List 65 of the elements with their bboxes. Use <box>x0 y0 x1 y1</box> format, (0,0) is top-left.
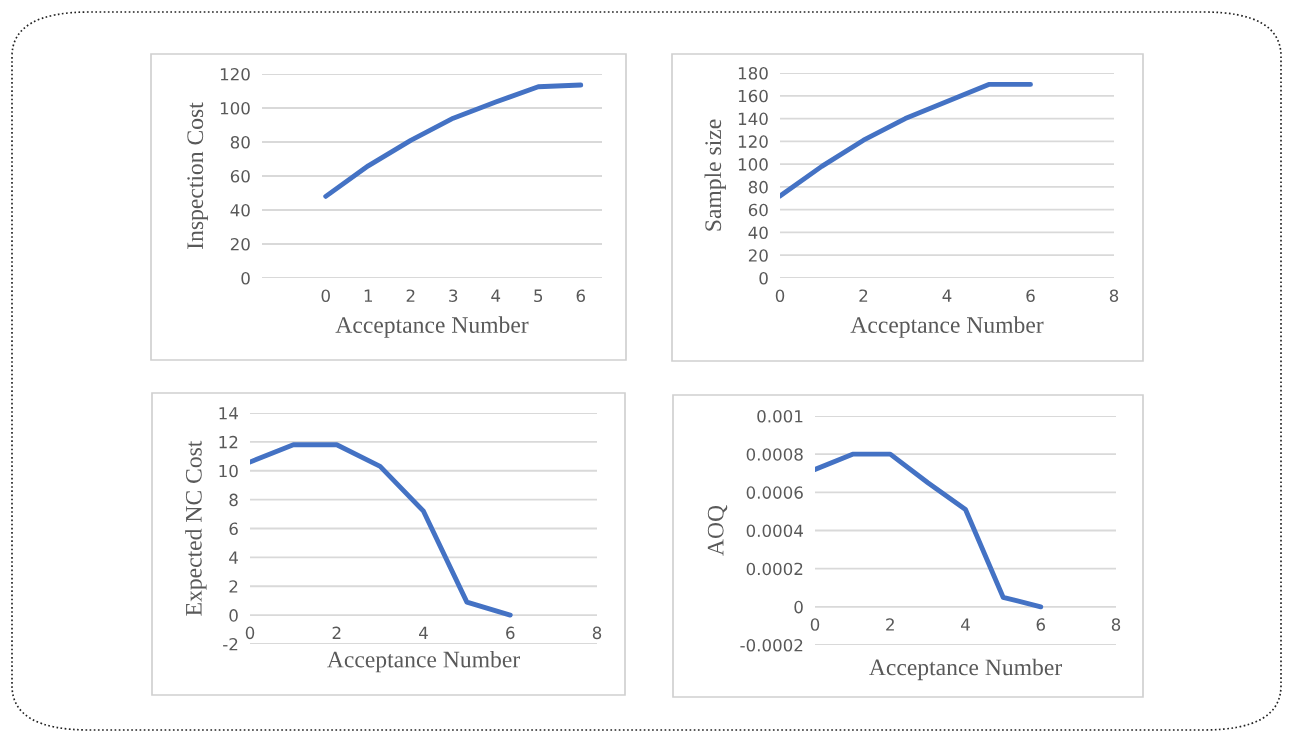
y-tick-label: 160 <box>738 89 768 103</box>
y-tick-label: 0 <box>241 271 250 285</box>
y-tick-label: 10 <box>219 464 238 478</box>
y-axis-title: Sample size <box>704 119 726 231</box>
y-tick-label: 0.0002 <box>746 562 803 576</box>
line-series <box>250 442 513 618</box>
y-tick-label: -0.0002 <box>740 638 803 652</box>
y-tick-label: 40 <box>230 203 250 217</box>
y-tick-label: 140 <box>738 112 768 126</box>
y-tick-label: 100 <box>738 158 768 171</box>
y-tick-label: 60 <box>748 203 768 217</box>
y-tick-label: 8 <box>229 493 238 507</box>
y-tick-label: 4 <box>229 551 238 564</box>
y-tick-label: 40 <box>748 226 768 240</box>
x-tick-label: 6 <box>506 626 515 640</box>
x-tick-label: 1 <box>364 289 373 302</box>
x-tick-label: 2 <box>406 289 415 302</box>
y-tick-label: -2 <box>223 637 238 651</box>
y-tick-label: 60 <box>230 169 250 183</box>
line-series <box>815 451 1044 610</box>
x-tick-label: 4 <box>961 618 970 631</box>
y-axis-title: Expected NC Cost <box>185 440 207 616</box>
y-tick-label: 0 <box>759 271 768 285</box>
y-tick-label: 2 <box>229 580 238 593</box>
y-tick-label: 120 <box>738 135 768 148</box>
y-tick-label: 0 <box>229 609 238 622</box>
x-axis-title: Acceptance Number <box>850 316 1044 338</box>
y-tick-label: 0.0008 <box>746 448 803 461</box>
y-tick-label: 6 <box>229 522 238 536</box>
y-tick-label: 14 <box>219 407 238 420</box>
line-series <box>323 82 584 199</box>
y-tick-label: 0.001 <box>757 409 803 423</box>
x-tick-label: 4 <box>491 289 501 302</box>
x-axis-title: Acceptance Number <box>327 650 520 673</box>
y-tick-label: 180 <box>738 66 768 80</box>
x-tick-label: 6 <box>1026 289 1035 303</box>
x-tick-label: 4 <box>942 289 952 302</box>
y-tick-label: 80 <box>748 180 768 194</box>
y-tick-label: 80 <box>230 135 250 149</box>
x-tick-label: 3 <box>449 289 458 303</box>
y-tick-label: 20 <box>748 249 768 262</box>
y-tick-label: 100 <box>220 101 250 115</box>
x-tick-label: 5 <box>534 289 543 303</box>
y-tick-label: 120 <box>220 67 250 81</box>
x-tick-label: 6 <box>576 289 585 303</box>
x-tick-label: 8 <box>1109 289 1119 303</box>
y-tick-label: 20 <box>230 237 250 251</box>
x-tick-label: 0 <box>321 289 330 303</box>
x-tick-label: 2 <box>332 626 341 639</box>
x-tick-label: 2 <box>886 618 894 631</box>
x-axis-title: Acceptance Number <box>869 658 1062 681</box>
x-tick-label: 2 <box>859 289 868 302</box>
y-tick-label: 0.0004 <box>746 524 803 538</box>
y-tick-label: 12 <box>219 435 238 449</box>
x-tick-label: 6 <box>1036 618 1045 631</box>
x-tick-label: 0 <box>810 618 820 631</box>
line-series <box>780 81 1033 199</box>
y-tick-label: 0.0006 <box>746 486 803 499</box>
x-tick-label: 4 <box>419 626 428 639</box>
x-tick-label: 8 <box>592 626 602 640</box>
y-axis-title: Inspection Cost <box>187 102 208 249</box>
y-tick-label: 0 <box>794 600 803 614</box>
x-axis-title: Acceptance Number <box>335 316 529 338</box>
y-axis-title: AOQ <box>707 505 728 556</box>
x-tick-label: 8 <box>1111 618 1121 631</box>
